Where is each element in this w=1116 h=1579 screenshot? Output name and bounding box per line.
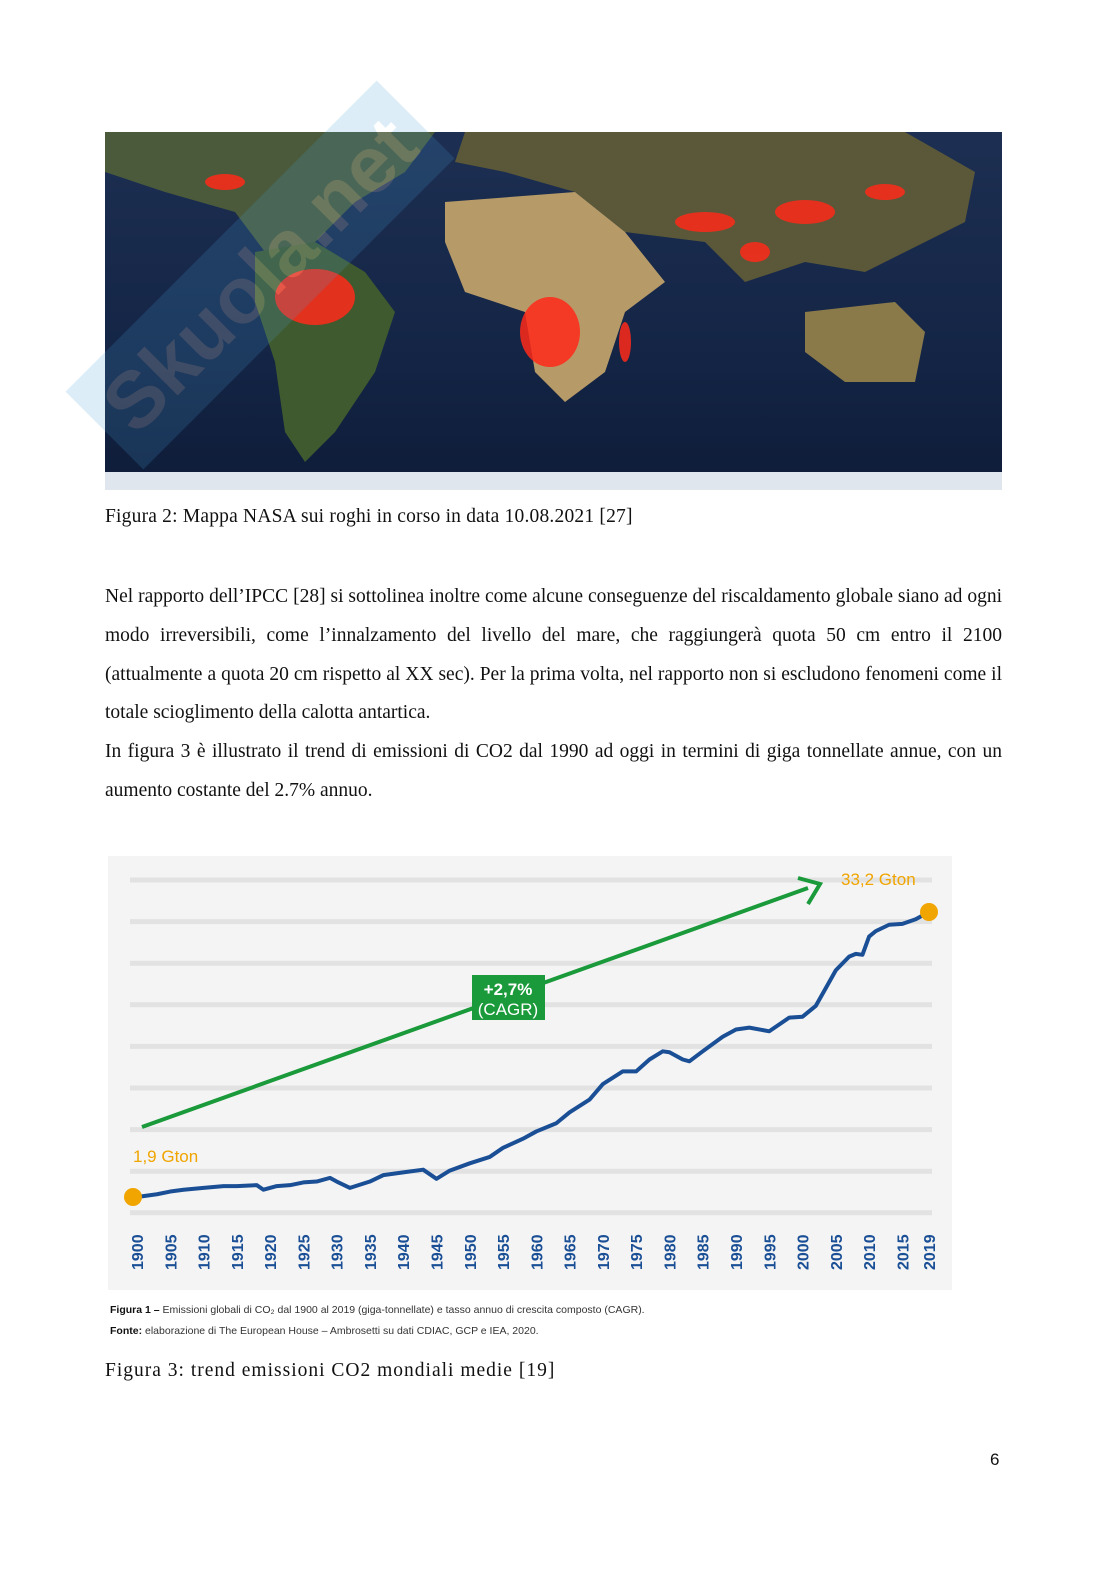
start-marker bbox=[124, 1188, 142, 1206]
nasa-fire-map bbox=[105, 132, 1002, 490]
x-tick-label: 1920 bbox=[263, 1234, 280, 1270]
x-tick-label: 2015 bbox=[895, 1234, 912, 1270]
page-number: 6 bbox=[990, 1450, 1000, 1469]
chart-source-caption: Figura 1 – Emissioni globali di CO₂ dal … bbox=[110, 1300, 645, 1342]
x-tick-label: 1950 bbox=[463, 1234, 480, 1270]
x-tick-label: 1940 bbox=[396, 1234, 413, 1270]
x-tick-label: 2010 bbox=[862, 1234, 879, 1270]
x-tick-label: 1945 bbox=[429, 1234, 446, 1270]
x-tick-label: 1930 bbox=[330, 1234, 347, 1270]
paragraph: Nel rapporto dell’IPCC [28] si sottoline… bbox=[105, 586, 1002, 724]
end-marker bbox=[920, 903, 938, 921]
co2-emissions-chart: +2,7%(CAGR) 1,9 Gton 33,2 Gton 1900 1905 1910… bbox=[108, 856, 952, 1290]
fonte-label: Fonte: bbox=[110, 1325, 143, 1337]
start-label: 1,9 Gton bbox=[133, 1147, 198, 1166]
fonte-text: elaborazione di The European House – Amb… bbox=[145, 1325, 539, 1337]
body-text: Nel rapporto dell’IPCC [28] si sottoline… bbox=[105, 578, 1002, 811]
figura-text: Emissioni globali di CO₂ dal 1900 al 201… bbox=[162, 1304, 645, 1316]
x-tick-label: 1995 bbox=[762, 1234, 779, 1270]
cagr-label-box bbox=[472, 975, 545, 1020]
end-label: 33,2 Gton bbox=[841, 870, 916, 889]
x-tick-label: 1955 bbox=[496, 1234, 513, 1270]
x-tick-label: 2005 bbox=[829, 1234, 846, 1270]
x-tick-label: 1970 bbox=[596, 1234, 613, 1270]
figura-label: Figura 1 – bbox=[110, 1304, 160, 1316]
cagr-note: (CAGR) bbox=[478, 1000, 538, 1019]
x-tick-label: 2000 bbox=[796, 1234, 813, 1270]
paragraph: In figura 3 è illustrato il trend di emi… bbox=[105, 741, 1002, 801]
x-tick-label: 1975 bbox=[629, 1234, 646, 1270]
x-tick-label: 1985 bbox=[696, 1234, 713, 1270]
emissions-line bbox=[136, 910, 930, 1199]
cagr-value: +2,7% bbox=[484, 980, 533, 999]
x-tick-label: 1915 bbox=[230, 1234, 247, 1270]
x-tick-label: 1910 bbox=[197, 1234, 214, 1270]
x-tick-label: 2019 bbox=[922, 1234, 939, 1270]
x-tick-label: 1925 bbox=[296, 1234, 313, 1270]
figure-3-caption: Figura 3: trend emissioni CO2 mondiali m… bbox=[105, 1360, 556, 1381]
x-tick-label: 1935 bbox=[363, 1234, 380, 1270]
figure-2-caption: Figura 2: Mappa NASA sui roghi in corso … bbox=[105, 506, 633, 527]
x-tick-label: 1900 bbox=[130, 1234, 147, 1270]
x-tick-label: 1990 bbox=[729, 1234, 746, 1270]
x-tick-label: 1960 bbox=[529, 1234, 546, 1270]
arrow-head bbox=[797, 876, 824, 906]
x-tick-label: 1980 bbox=[662, 1234, 679, 1270]
x-tick-label: 1905 bbox=[163, 1234, 180, 1270]
x-tick-label: 1965 bbox=[563, 1234, 580, 1270]
